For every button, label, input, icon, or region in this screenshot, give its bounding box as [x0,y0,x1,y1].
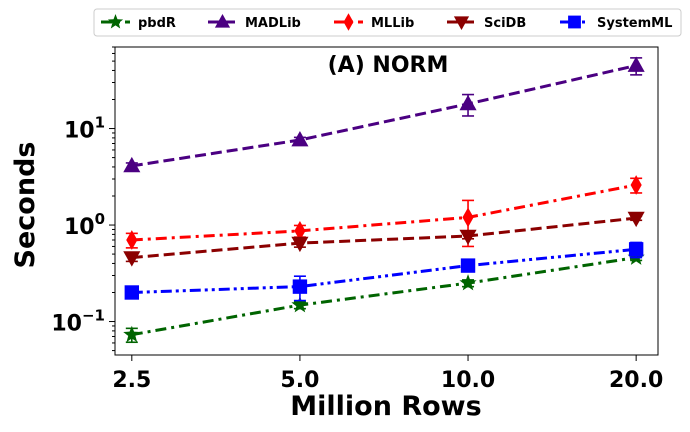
legend-item-mllib: MLLib [334,13,414,31]
point-systemml-2 [460,258,476,273]
series-line-systemml [131,247,637,294]
legend-marker-madlib [214,14,231,28]
y-tick-label: 101 [64,114,105,144]
legend-label-systemml: SystemML [597,16,672,31]
x-axis: 2.5 5.0 10.0 20.0 [112,355,663,393]
point-systemml-0 [124,285,140,300]
point-mllib-2 [462,207,474,228]
point-pbdr-1 [291,296,309,313]
legend-item-pbdr: pbdR [101,14,176,31]
chart-title: (A) NORM [328,53,449,78]
point-madlib-3 [627,56,645,72]
point-pbdr-2 [459,274,477,291]
y-tick-label: 100 [64,210,105,240]
legend-marker-systemml [568,15,581,29]
point-mllib-0 [126,230,138,250]
series-pbdr [123,248,645,344]
x-tick-label: 10.0 [441,368,495,393]
plot-area [114,46,659,356]
point-systemml-3 [628,242,644,257]
point-scidb-0 [123,251,141,267]
series-line-mllib [131,183,637,242]
point-pbdr-0 [123,325,141,343]
x-tick-label: 20.0 [609,368,663,393]
point-scidb-3 [627,211,645,228]
point-madlib-2 [459,94,477,111]
series-scidb [123,211,645,267]
legend-marker-mllib [343,13,354,31]
series-line-pbdr [131,256,637,337]
legend-label-pbdr: pbdR [138,16,176,31]
point-madlib-0 [123,156,141,173]
point-mllib-1 [294,220,306,241]
y-axis-label: Seconds [10,142,41,269]
y-tick-label: 10−1 [51,307,105,337]
series-systemml [124,241,644,302]
y-axis: 10−1 100 101 [51,46,115,352]
legend-item-madlib: MADLib [208,14,301,31]
point-systemml-1 [292,279,308,294]
series-mllib [125,175,643,250]
point-mllib-3 [630,175,642,195]
legend-label-scidb: SciDB [484,16,526,31]
legend-item-systemml: SystemML [560,15,672,31]
series-line-scidb [131,216,637,260]
x-tick-label: 5.0 [280,368,319,393]
legend-item-scidb: SciDB [447,16,526,31]
legend-marker-pbdr [107,14,124,29]
legend-marker-scidb [453,16,470,30]
legend: pbdR MADLib MLLib SciDB SystemML [93,8,682,37]
legend-label-madlib: MADLib [245,16,301,31]
x-axis-label: Million Rows [290,391,481,422]
point-scidb-1 [291,236,309,253]
point-madlib-1 [291,131,309,147]
legend-frame [93,8,682,37]
series-line-madlib [131,64,637,168]
plot-frame [114,46,659,356]
legend-label-mllib: MLLib [371,16,414,31]
x-tick-label: 2.5 [112,368,151,393]
series-madlib [123,56,645,173]
point-scidb-2 [459,229,477,245]
